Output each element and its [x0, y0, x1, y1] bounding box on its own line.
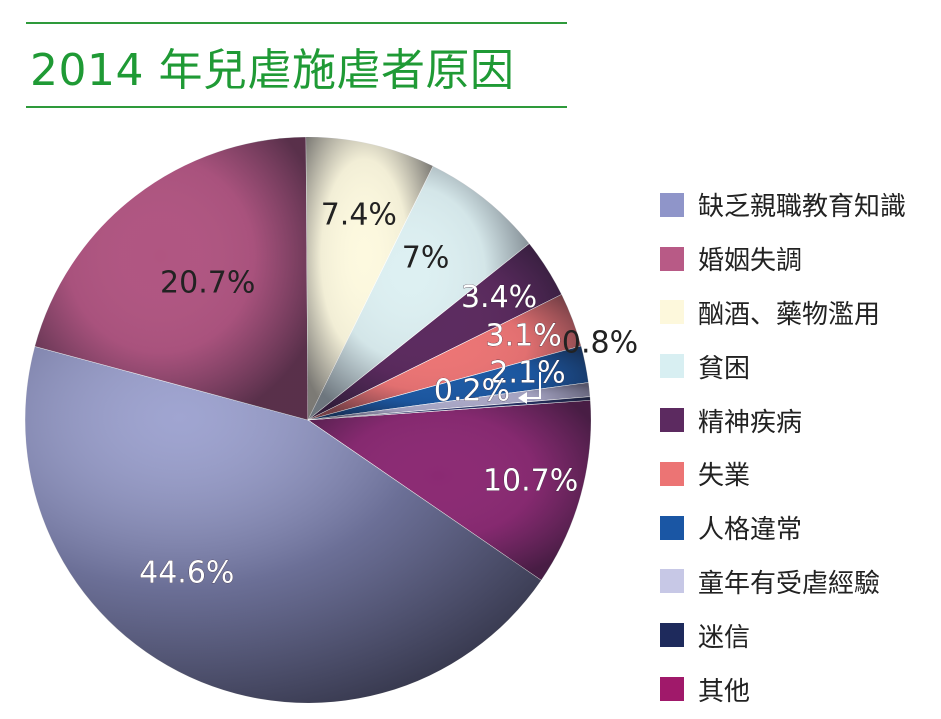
legend-swatch [660, 677, 684, 702]
legend-item: 酗酒、藥物濫用 [660, 286, 906, 340]
legend-item: 失業 [660, 447, 906, 501]
legend-item: 其他 [660, 662, 906, 716]
legend-swatch [660, 354, 684, 379]
pie-slice-shading [306, 137, 434, 420]
legend-item: 缺乏親職教育知識 [660, 178, 906, 232]
legend-label: 缺乏親職教育知識 [698, 192, 907, 223]
pie-slice-label: 2.1% [489, 356, 565, 391]
legend-swatch [660, 408, 684, 433]
legend-label: 其他 [698, 676, 751, 707]
pie-slice-label: 44.6% [139, 556, 234, 591]
legend-label: 迷信 [698, 622, 751, 653]
legend-label: 失業 [698, 461, 751, 492]
pie-slice-label: 10.7% [483, 463, 578, 498]
chart-title: 2014 年兒虐施虐者原因 [30, 45, 515, 96]
legend-item: 童年有受虐經驗 [660, 555, 906, 609]
pie-slice-shading [308, 345, 589, 420]
pie-slice-shading [24, 346, 542, 704]
pie-slice-label: 7.4% [321, 197, 397, 232]
legend-swatch [660, 515, 684, 540]
legend-item: 婚姻失調 [660, 232, 906, 286]
pie-slice-shading [308, 166, 530, 420]
legend-swatch [660, 461, 684, 486]
legend-swatch [660, 300, 684, 325]
legend-item: 貧困 [660, 339, 906, 393]
pie-slice-label: 3.4% [461, 280, 537, 315]
pie-slice-label: 7% [402, 241, 450, 276]
title-rule-top [26, 22, 567, 24]
legend-item: 精神疾病 [660, 393, 906, 447]
title-rule-bottom [26, 106, 567, 108]
legend-label: 婚姻失調 [698, 246, 803, 277]
pie-slice-label: 3.1% [486, 318, 562, 353]
legend-swatch [660, 246, 684, 271]
pie-slice-label: 0.8% [562, 326, 638, 361]
callout-arrow-head [518, 392, 527, 404]
pie-slice-shading [308, 396, 591, 420]
legend-label: 精神疾病 [698, 407, 803, 438]
pie-slice-shading [308, 382, 591, 420]
pie-slice-shading [308, 243, 562, 420]
pie-slice-label: 0.2% [434, 374, 510, 409]
legend-label: 酗酒、藥物濫用 [698, 299, 881, 330]
pie-slice-shading [308, 294, 582, 420]
legend-swatch [660, 623, 684, 648]
pie-slice-shading [34, 137, 308, 420]
legend-swatch [660, 192, 684, 217]
legend-item: 人格違常 [660, 501, 906, 555]
legend-label: 人格違常 [698, 515, 803, 546]
legend-item: 迷信 [660, 608, 906, 662]
legend: 缺乏親職教育知識 婚姻失調酗酒、藥物濫用 貧困精神疾病失業人格違常童年有受虐經驗 迷信… [660, 178, 906, 716]
legend-label: 童年有受虐經驗 [698, 568, 881, 599]
pie-slice-label: 20.7% [160, 266, 255, 301]
pie-slice-shading [308, 400, 591, 581]
legend-swatch [660, 569, 684, 594]
legend-label: 貧困 [698, 353, 751, 384]
